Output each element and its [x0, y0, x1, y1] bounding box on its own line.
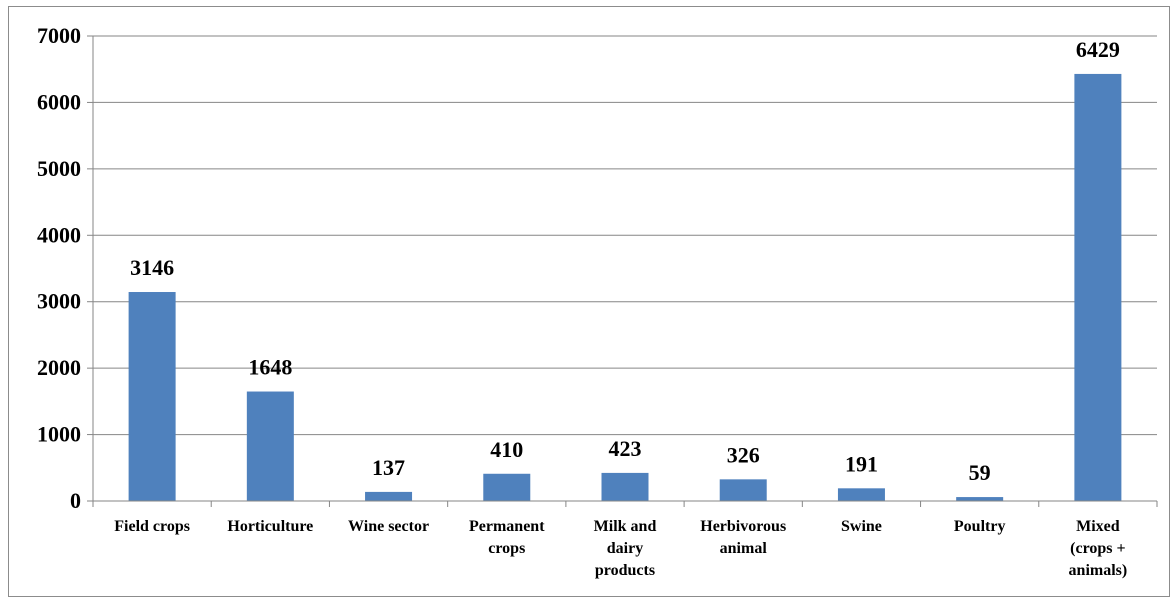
- x-tick-label-line: Permanent: [469, 518, 545, 535]
- data-label: 1648: [248, 355, 292, 380]
- y-tick-label: 5000: [37, 156, 81, 181]
- y-tick-label: 1000: [37, 422, 81, 447]
- data-label: 3146: [130, 255, 174, 280]
- x-tick-labels: Field crops Horticulture Wine sector Perman…: [114, 518, 1127, 579]
- x-tick-label-line: Swine: [841, 518, 882, 535]
- bar: [956, 497, 1004, 501]
- data-label: 423: [609, 436, 642, 461]
- x-tick-label: Poultry: [954, 518, 1006, 535]
- axes: [87, 35, 1158, 507]
- x-tick-label: Herbivorous animal: [700, 518, 786, 557]
- x-tick-label-line: Herbivorous: [700, 518, 786, 535]
- data-label: 326: [727, 442, 760, 467]
- x-tick-label: Permanent crops: [469, 518, 545, 557]
- data-labels: 3146 1648 137 410 423 326 191 59 6429: [130, 37, 1120, 485]
- bar: [837, 488, 885, 501]
- x-tick-label: Mixed (crops + animals): [1069, 518, 1128, 579]
- y-tick-label: 2000: [37, 355, 81, 380]
- bar: [365, 491, 413, 501]
- data-label: 191: [845, 451, 878, 476]
- x-tick-label-line: Poultry: [954, 518, 1006, 535]
- x-tick-label-line: animals): [1069, 562, 1128, 579]
- data-label: 59: [969, 460, 991, 485]
- bar: [601, 472, 649, 501]
- y-tick-labels: 0 1000 2000 3000 4000 5000 6000 7000: [37, 23, 81, 513]
- y-tick-label: 7000: [37, 23, 81, 48]
- bar: [246, 391, 294, 501]
- x-tick-label-line: crops: [488, 540, 525, 557]
- x-tick-label-line: Horticulture: [227, 518, 313, 535]
- y-tick-label: 0: [70, 488, 81, 513]
- bar: [483, 473, 531, 501]
- y-tick-label: 6000: [37, 89, 81, 114]
- bars: [128, 73, 1122, 501]
- x-tick-label: Field crops: [114, 518, 190, 535]
- x-tick-label: Swine: [841, 518, 882, 535]
- data-label: 410: [490, 437, 523, 462]
- bar: [128, 292, 176, 501]
- x-tick-label-line: Wine sector: [348, 518, 429, 535]
- bar: [1074, 73, 1122, 501]
- x-tick-label: Milk and dairy products: [594, 518, 657, 579]
- x-tick-label-line: Field crops: [114, 518, 190, 535]
- x-tick-label-line: products: [595, 562, 655, 579]
- x-tick-label-line: animal: [720, 540, 768, 557]
- data-label: 137: [372, 455, 405, 480]
- y-tick-label: 3000: [37, 289, 81, 314]
- x-tick-label-line: (crops +: [1070, 540, 1125, 557]
- x-tick-label: Wine sector: [348, 518, 429, 535]
- data-label: 6429: [1076, 37, 1120, 62]
- x-tick-label-line: dairy: [607, 540, 643, 557]
- y-tick-label: 4000: [37, 222, 81, 247]
- x-tick-label-line: Mixed: [1076, 518, 1120, 535]
- x-tick-label-line: Milk and: [594, 518, 657, 535]
- x-tick-label: Horticulture: [227, 518, 313, 535]
- bar: [719, 479, 767, 501]
